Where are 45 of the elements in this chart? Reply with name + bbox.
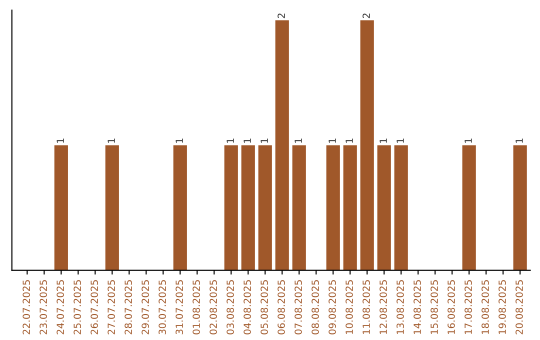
x-tick-label: 18.08.2025 bbox=[482, 280, 489, 334]
data-label: 1 bbox=[328, 138, 336, 143]
x-tick-label: 05.08.2025 bbox=[260, 280, 268, 334]
x-tick-label: 08.08.2025 bbox=[312, 280, 319, 334]
data-label: 1 bbox=[516, 138, 523, 143]
x-tick-label: 02.08.2025 bbox=[210, 280, 217, 334]
x-tick-label: 04.08.2025 bbox=[244, 280, 251, 334]
x-tick-label: 07.08.2025 bbox=[294, 280, 302, 334]
x-tick-label: 16.08.2025 bbox=[448, 280, 455, 334]
data-label: 1 bbox=[108, 138, 115, 143]
data-label: 1 bbox=[396, 138, 404, 143]
x-tick-label: 27.07.2025 bbox=[108, 280, 115, 334]
x-tick-label: 15.08.2025 bbox=[430, 280, 438, 334]
data-label: 1 bbox=[56, 138, 64, 143]
x-tick-label: 03.08.2025 bbox=[226, 280, 234, 334]
data-label: 1 bbox=[260, 138, 268, 143]
x-tick-label: 26.07.2025 bbox=[90, 280, 98, 334]
data-label: 1 bbox=[294, 138, 302, 143]
x-tick-label: 30.07.2025 bbox=[158, 280, 166, 334]
x-tick-label: 13.08.2025 bbox=[396, 280, 404, 334]
x-tick-label: 19.08.2025 bbox=[498, 280, 506, 334]
x-tick-label: 14.08.2025 bbox=[414, 280, 421, 334]
data-label: 1 bbox=[226, 138, 234, 143]
x-tick-label: 01.08.2025 bbox=[192, 280, 200, 334]
x-tick-label: 09.08.2025 bbox=[328, 280, 336, 334]
data-label: 1 bbox=[464, 138, 472, 143]
data-label: 1 bbox=[380, 138, 387, 143]
x-tick-label: 12.08.2025 bbox=[380, 280, 387, 334]
x-tick-label: 23.07.2025 bbox=[40, 280, 47, 334]
x-tick-label: 06.08.2025 bbox=[278, 280, 285, 334]
x-tick-label: 31.07.2025 bbox=[176, 280, 183, 334]
x-tick-label: 17.08.2025 bbox=[464, 280, 472, 334]
x-tick-label: 22.07.2025 bbox=[22, 280, 30, 334]
data-label: 1 bbox=[244, 138, 251, 143]
data-label: 2 bbox=[278, 14, 285, 18]
x-tick-label: 10.08.2025 bbox=[346, 280, 353, 334]
data-label: 1 bbox=[346, 138, 353, 143]
x-tick-label: 24.07.2025 bbox=[56, 280, 64, 334]
x-tick-label: 20.08.2025 bbox=[516, 280, 523, 334]
x-tick-label: 25.07.2025 bbox=[74, 280, 81, 334]
x-tick-label: 29.07.2025 bbox=[142, 280, 149, 334]
data-label: 1 bbox=[176, 138, 183, 143]
x-tick-label: 28.07.2025 bbox=[124, 280, 132, 334]
data-label: 2 bbox=[362, 14, 370, 18]
x-tick-label: 11.08.2025 bbox=[362, 280, 370, 334]
